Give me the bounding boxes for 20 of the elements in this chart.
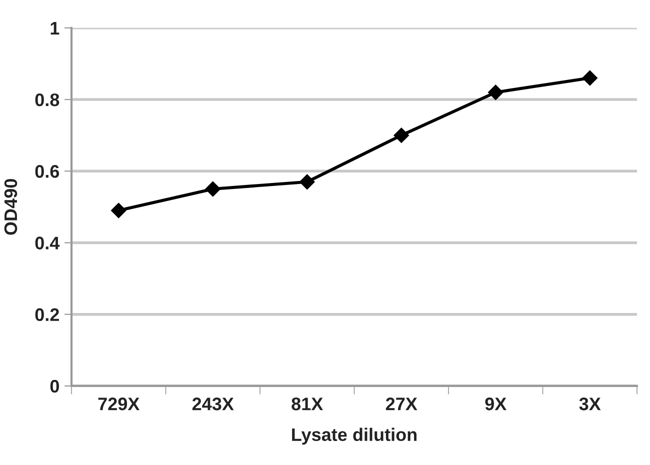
- point: [111, 202, 126, 218]
- x-tick-label: 3X: [579, 398, 601, 410]
- y-tick-label: 0.6: [35, 165, 60, 178]
- point: [205, 181, 220, 197]
- y-tick-label: 0.2: [35, 308, 59, 322]
- point: [300, 174, 315, 190]
- x-tick-label: 81X: [292, 398, 324, 410]
- point: [582, 70, 598, 86]
- x-axis-title: Lysate dilution: [292, 428, 416, 445]
- y-tick-label: 0.4: [35, 236, 60, 250]
- x-tick-label: 243X: [192, 398, 234, 410]
- x-tick-label: 729X: [98, 398, 140, 410]
- x-tick-label: 27X: [386, 398, 418, 410]
- point: [488, 84, 504, 100]
- y-tick-label: 0.8: [35, 93, 60, 106]
- y-axis-title: OD490: [4, 179, 18, 235]
- y-tick-label: 0: [50, 380, 59, 393]
- point: [394, 128, 409, 143]
- y-tick-label: 1: [50, 22, 60, 34]
- x-tick-label: 9X: [485, 398, 507, 410]
